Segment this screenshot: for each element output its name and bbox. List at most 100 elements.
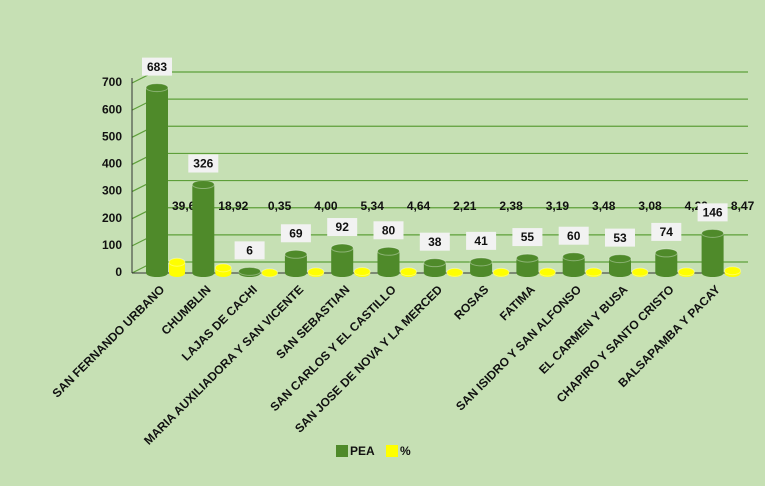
bar bbox=[423, 262, 446, 273]
bar-group bbox=[654, 248, 678, 277]
bar-top bbox=[400, 267, 417, 277]
bar-top bbox=[585, 267, 603, 277]
bar-top bbox=[515, 253, 539, 263]
x-tick-label: ROSAS bbox=[451, 282, 491, 322]
y-tick-label: 200 bbox=[102, 211, 122, 225]
bar-base bbox=[169, 269, 185, 277]
bar bbox=[284, 254, 307, 273]
bar-top bbox=[353, 267, 371, 277]
legend-swatch bbox=[336, 445, 348, 457]
data-label: 326 bbox=[193, 157, 213, 171]
bar-top bbox=[307, 267, 325, 277]
bar-group bbox=[191, 180, 215, 277]
data-label: 4,64 bbox=[407, 199, 431, 213]
bar-top bbox=[677, 267, 695, 277]
data-label: 2,21 bbox=[453, 199, 477, 213]
bar bbox=[609, 258, 631, 273]
bar-top bbox=[724, 266, 742, 276]
bar-top bbox=[701, 228, 725, 238]
data-label: 0,35 bbox=[268, 199, 292, 213]
y-tick-label: 0 bbox=[115, 265, 122, 279]
label-box bbox=[419, 232, 450, 251]
data-label: 18,92 bbox=[218, 199, 248, 213]
bar-top bbox=[446, 267, 464, 277]
legend-label: PEA bbox=[350, 444, 375, 458]
bar-base bbox=[192, 269, 215, 277]
bar-top bbox=[261, 268, 279, 278]
data-label: 80 bbox=[382, 223, 396, 237]
bar-top bbox=[168, 257, 186, 267]
data-label: 53 bbox=[613, 231, 627, 245]
bar-group bbox=[677, 267, 695, 277]
bar-group bbox=[377, 246, 400, 277]
data-label: 60 bbox=[567, 229, 581, 243]
bar-top bbox=[145, 83, 169, 93]
bar-base bbox=[284, 269, 307, 277]
label-box bbox=[697, 203, 728, 222]
bar-group bbox=[701, 228, 725, 277]
data-label: 74 bbox=[660, 225, 674, 239]
bar-base bbox=[701, 269, 724, 277]
label-box bbox=[280, 224, 311, 243]
bar-top bbox=[538, 267, 556, 277]
bar-group bbox=[608, 254, 632, 277]
bar-base bbox=[331, 269, 354, 277]
data-label: 6 bbox=[246, 244, 253, 258]
bar-base bbox=[423, 269, 446, 277]
data-label: 38 bbox=[428, 235, 442, 249]
bar-group bbox=[469, 257, 493, 277]
legend-label: % bbox=[400, 444, 411, 458]
data-label: 4,00 bbox=[314, 199, 338, 213]
bar bbox=[655, 252, 678, 273]
bar-group bbox=[400, 267, 417, 277]
label-box bbox=[466, 231, 497, 250]
bar-group bbox=[538, 267, 556, 277]
bar bbox=[562, 256, 585, 273]
bar-top bbox=[330, 243, 354, 253]
y-tick-label: 400 bbox=[102, 157, 122, 171]
data-label: 5,34 bbox=[361, 199, 385, 213]
bar-top bbox=[284, 249, 308, 259]
x-tick-label: EL CARMEN Y BUSA bbox=[536, 282, 631, 377]
bar-group bbox=[307, 267, 325, 277]
bar bbox=[701, 233, 724, 273]
bar-group bbox=[631, 267, 649, 277]
data-label: 683 bbox=[147, 60, 167, 74]
y-tick-label: 300 bbox=[102, 184, 122, 198]
label-box bbox=[188, 154, 219, 173]
label-box bbox=[512, 228, 543, 247]
x-tick-label: SAN FERNANDO URBANO bbox=[50, 282, 168, 400]
x-tick-label: MARIA AUXILIADORA Y SAN VICENTE bbox=[141, 282, 306, 447]
bar-group bbox=[562, 252, 586, 277]
bar-top bbox=[631, 267, 649, 277]
data-label: 3,48 bbox=[592, 199, 616, 213]
bar bbox=[470, 261, 493, 273]
bar-group bbox=[145, 83, 169, 277]
data-label: 55 bbox=[521, 230, 535, 244]
y-tick-label: 500 bbox=[102, 129, 122, 143]
label-box bbox=[605, 228, 635, 247]
bar-group bbox=[238, 266, 262, 277]
bar-base bbox=[470, 269, 493, 277]
bar bbox=[377, 251, 400, 273]
bar-group bbox=[284, 249, 308, 277]
label-box bbox=[373, 221, 404, 240]
data-label: 3,08 bbox=[638, 199, 662, 213]
data-label: 41 bbox=[474, 234, 488, 248]
bar-group bbox=[585, 267, 603, 277]
label-box bbox=[651, 222, 682, 241]
bar-top bbox=[238, 266, 262, 276]
label-box bbox=[234, 241, 265, 260]
x-tick-label: FATIMA bbox=[497, 282, 538, 323]
label-box bbox=[558, 226, 589, 245]
bar-top bbox=[654, 248, 678, 258]
bar bbox=[331, 248, 354, 273]
bar-group bbox=[261, 268, 279, 278]
bar-base bbox=[377, 269, 400, 277]
bar-group bbox=[214, 263, 232, 277]
bar-group bbox=[446, 267, 464, 277]
label-box bbox=[327, 218, 358, 237]
bar-group bbox=[515, 253, 539, 277]
bar bbox=[516, 258, 539, 273]
